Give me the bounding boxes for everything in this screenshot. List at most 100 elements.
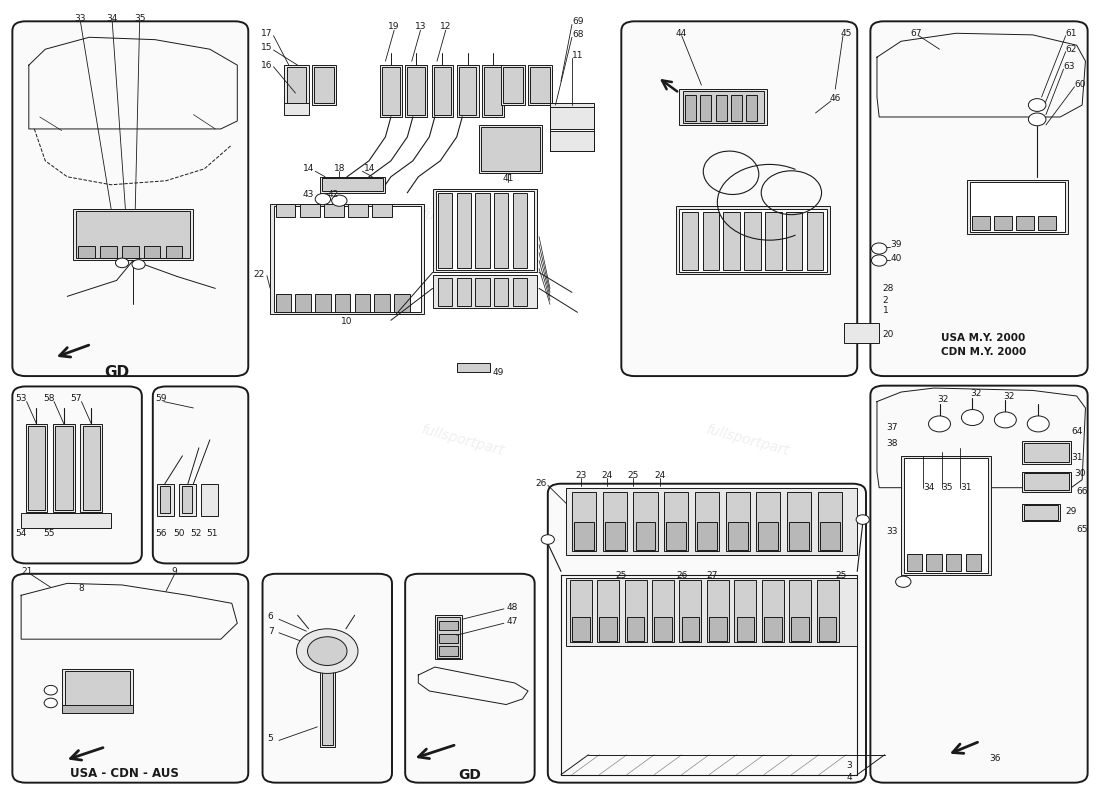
Bar <box>844 322 879 342</box>
Bar <box>459 66 476 115</box>
Bar <box>513 278 527 306</box>
Bar <box>62 669 133 707</box>
Bar <box>157 484 174 515</box>
Bar <box>685 94 696 121</box>
Bar <box>405 65 427 117</box>
Bar <box>456 278 471 306</box>
Text: 33: 33 <box>75 14 86 22</box>
Bar <box>379 65 401 117</box>
Text: fullsportpart: fullsportpart <box>704 638 791 673</box>
Text: 14: 14 <box>302 164 315 174</box>
Bar <box>566 578 857 646</box>
Bar <box>747 94 758 121</box>
Text: 30: 30 <box>1075 469 1086 478</box>
Bar <box>475 193 490 269</box>
Bar <box>817 492 842 551</box>
Bar <box>274 206 420 311</box>
Bar <box>484 66 502 115</box>
Text: 65: 65 <box>1077 525 1088 534</box>
Text: 26: 26 <box>536 479 547 488</box>
Bar <box>667 522 686 550</box>
Circle shape <box>871 255 887 266</box>
Bar <box>287 66 307 103</box>
Bar <box>652 580 674 642</box>
Text: 14: 14 <box>363 164 375 174</box>
Bar <box>78 246 95 258</box>
Text: 13: 13 <box>415 22 427 31</box>
Bar <box>566 488 857 555</box>
Text: 62: 62 <box>1066 45 1077 54</box>
Bar <box>513 193 527 269</box>
Bar <box>334 294 350 311</box>
Text: 54: 54 <box>15 530 28 538</box>
Bar <box>82 426 100 510</box>
Bar <box>627 617 645 641</box>
Bar <box>438 278 452 306</box>
Bar <box>494 278 508 306</box>
Circle shape <box>316 194 331 205</box>
Text: fullsportpart: fullsportpart <box>156 206 242 242</box>
Text: 37: 37 <box>887 423 898 433</box>
Text: USA - CDN - AUS: USA - CDN - AUS <box>69 766 178 779</box>
Bar <box>728 522 748 550</box>
Bar <box>528 65 552 105</box>
Text: 29: 29 <box>1066 507 1077 516</box>
Circle shape <box>44 686 57 695</box>
Bar <box>320 655 334 746</box>
Text: 34: 34 <box>107 14 118 22</box>
Text: fullsportpart: fullsportpart <box>419 638 505 673</box>
Bar <box>432 189 537 273</box>
Circle shape <box>871 243 887 254</box>
Text: 2: 2 <box>882 296 888 305</box>
Bar <box>166 246 183 258</box>
Text: 58: 58 <box>43 394 55 403</box>
Bar <box>597 580 619 642</box>
Bar <box>25 424 47 512</box>
Bar <box>701 94 712 121</box>
Text: 25: 25 <box>616 571 627 580</box>
Bar <box>80 424 102 512</box>
Bar <box>21 514 111 527</box>
Bar <box>320 177 385 193</box>
Text: 53: 53 <box>15 394 28 403</box>
Text: 61: 61 <box>1066 29 1077 38</box>
Text: 50: 50 <box>174 530 185 538</box>
Bar <box>478 125 542 173</box>
FancyBboxPatch shape <box>870 22 1088 376</box>
Circle shape <box>994 412 1016 428</box>
Bar <box>432 275 537 308</box>
Bar <box>161 486 170 514</box>
Text: 27: 27 <box>706 571 718 580</box>
Bar <box>654 617 672 641</box>
Text: 16: 16 <box>261 61 273 70</box>
Bar <box>710 617 727 641</box>
Bar <box>791 617 808 641</box>
Text: 15: 15 <box>261 43 273 52</box>
Text: 66: 66 <box>1077 487 1088 496</box>
Bar <box>62 705 133 713</box>
Bar <box>785 212 802 270</box>
Text: 11: 11 <box>572 51 583 60</box>
FancyBboxPatch shape <box>870 386 1088 782</box>
Bar <box>550 107 594 151</box>
Text: 42: 42 <box>327 190 339 199</box>
Bar <box>354 294 370 311</box>
Text: 24: 24 <box>602 471 613 480</box>
Bar <box>122 246 139 258</box>
Circle shape <box>1028 98 1046 111</box>
Bar <box>322 657 332 745</box>
Bar <box>906 554 922 571</box>
Bar <box>806 212 823 270</box>
Bar <box>726 492 750 551</box>
Text: 9: 9 <box>172 567 177 576</box>
Circle shape <box>961 410 983 426</box>
Text: 19: 19 <box>388 22 400 31</box>
Text: 18: 18 <box>333 164 345 174</box>
Bar <box>271 204 424 314</box>
Text: 32: 32 <box>970 389 981 398</box>
Bar <box>570 580 592 642</box>
Bar <box>707 580 729 642</box>
Bar <box>1022 442 1071 464</box>
Text: fullsportpart: fullsportpart <box>156 422 242 458</box>
Bar <box>503 66 522 103</box>
